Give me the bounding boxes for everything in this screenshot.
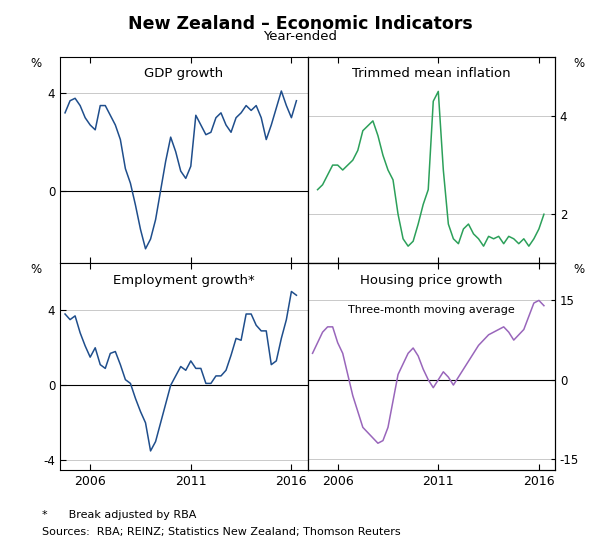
Text: *      Break adjusted by RBA: * Break adjusted by RBA — [42, 510, 196, 520]
Text: %: % — [574, 57, 585, 70]
Text: Three-month moving average: Three-month moving average — [348, 305, 515, 314]
Text: Sources:  RBA; REINZ; Statistics New Zealand; Thomson Reuters: Sources: RBA; REINZ; Statistics New Zeal… — [42, 527, 401, 536]
Text: Year-ended: Year-ended — [263, 30, 337, 43]
Text: GDP growth: GDP growth — [144, 67, 223, 80]
Text: Trimmed mean inflation: Trimmed mean inflation — [352, 67, 511, 80]
Text: Employment growth*: Employment growth* — [113, 274, 254, 287]
Text: Housing price growth: Housing price growth — [360, 274, 503, 287]
Text: %: % — [30, 263, 41, 276]
Text: %: % — [574, 263, 585, 276]
Text: New Zealand – Economic Indicators: New Zealand – Economic Indicators — [128, 15, 472, 33]
Text: %: % — [30, 57, 41, 70]
